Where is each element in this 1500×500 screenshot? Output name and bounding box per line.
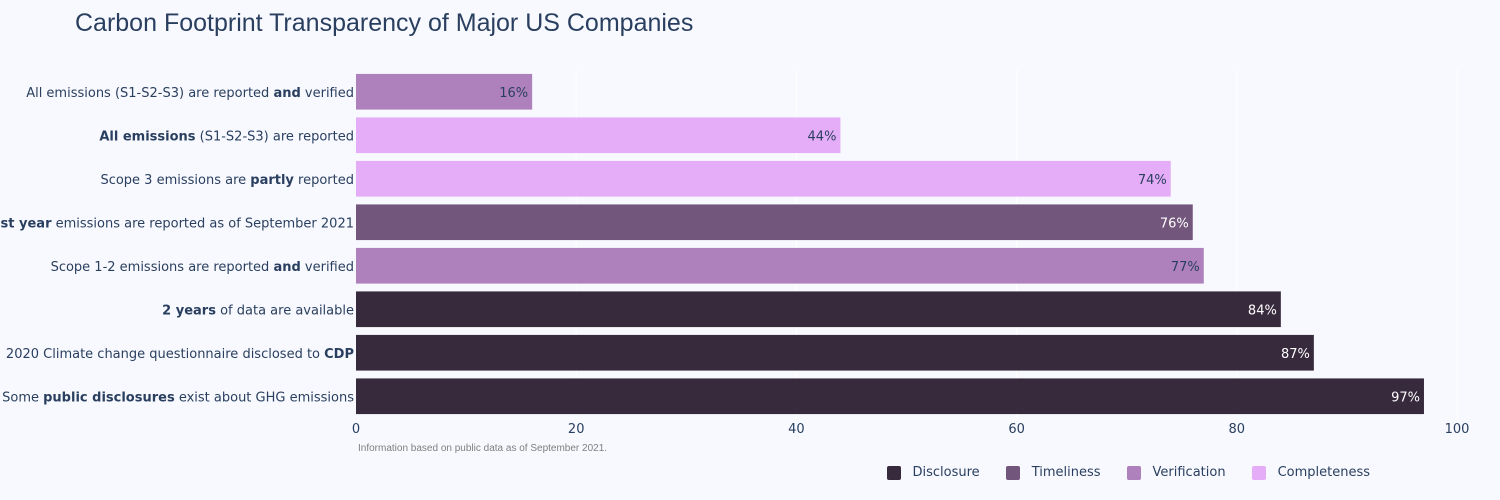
category-label: All emissions (S1-S2-S3) are reported an… (26, 86, 354, 101)
legend-item[interactable]: Disclosure (886, 465, 980, 480)
chart-footnote: Information based on public data as of S… (358, 443, 608, 454)
bar[interactable] (356, 204, 1193, 241)
legend-item[interactable]: Completeness (1251, 465, 1370, 480)
category-label-part: verified (301, 86, 354, 101)
legend-label: Completeness (1277, 465, 1370, 480)
x-tick-label: 80 (1229, 422, 1246, 437)
category-label-part: public disclosures (43, 390, 175, 405)
legend-item[interactable]: Verification (1126, 465, 1226, 480)
bar-value-label: 77% (1171, 260, 1200, 275)
category-label-part: Last year (0, 216, 52, 231)
category-label-part: Some (2, 390, 43, 405)
bar[interactable] (356, 73, 533, 110)
category-label-part: verified (301, 260, 354, 275)
category-label: 2 years of data are available (162, 303, 354, 318)
bar-value-label: 16% (499, 86, 528, 101)
bar[interactable] (356, 247, 1204, 284)
category-label-part: (S1-S2-S3) are reported (196, 129, 354, 144)
category-label: Scope 1-2 emissions are reported and ver… (51, 260, 354, 275)
category-label: All emissions (S1-S2-S3) are reported (99, 129, 354, 144)
bar-value-label: 87% (1281, 347, 1310, 362)
category-label-part: 2020 Climate change questionnaire disclo… (6, 347, 324, 362)
category-label-part: and (273, 86, 300, 101)
legend-label: Disclosure (912, 465, 980, 480)
bar[interactable] (356, 117, 841, 154)
bar-value-label: 97% (1391, 390, 1420, 405)
bar-value-label: 76% (1160, 216, 1189, 231)
category-label-part: reported (294, 173, 354, 188)
bar-value-label: 44% (808, 129, 837, 144)
bar[interactable] (356, 160, 1171, 197)
x-tick-label: 100 (1445, 422, 1470, 437)
bar[interactable] (356, 291, 1281, 328)
bar-value-label: 84% (1248, 303, 1277, 318)
x-tick-label: 0 (352, 422, 360, 437)
category-label: Some public disclosures exist about GHG … (2, 390, 354, 405)
chart-legend: Disclosure Timeliness Verification Complete… (886, 465, 1370, 480)
category-label-part: Scope 1-2 emissions are reported (51, 260, 274, 275)
chart-title: Carbon Footprint Transparency of Major U… (75, 9, 694, 37)
legend-swatch (1126, 465, 1141, 480)
x-tick-label: 60 (1008, 422, 1025, 437)
category-label-part: emissions are reported as of September 2… (51, 216, 354, 231)
bar[interactable] (356, 334, 1314, 371)
category-label-part: of data are available (216, 303, 354, 318)
category-label-part: All emissions (99, 129, 195, 144)
category-label-part: partly (250, 173, 294, 188)
legend-label: Timeliness (1031, 465, 1101, 480)
category-label-part: exist about GHG emissions (175, 390, 355, 405)
legend-swatch (1251, 465, 1266, 480)
category-label: Scope 3 emissions are partly reported (100, 173, 354, 188)
bar[interactable] (356, 378, 1424, 415)
legend-swatch (1005, 465, 1020, 480)
x-tick-label: 40 (788, 422, 805, 437)
x-tick-label: 20 (568, 422, 585, 437)
legend-item[interactable]: Timeliness (1005, 465, 1101, 480)
category-label-part: 2 years (162, 303, 216, 318)
category-label-part: CDP (324, 347, 354, 362)
category-label-part: and (273, 260, 300, 275)
bar-value-label: 74% (1138, 173, 1167, 188)
category-label: Last year emissions are reported as of S… (0, 216, 354, 231)
legend-swatch (886, 465, 901, 480)
legend-label: Verification (1152, 465, 1226, 480)
category-label: 2020 Climate change questionnaire disclo… (6, 347, 354, 362)
category-label-part: All emissions (S1-S2-S3) are reported (26, 86, 273, 101)
category-label-part: Scope 3 emissions are (100, 173, 250, 188)
